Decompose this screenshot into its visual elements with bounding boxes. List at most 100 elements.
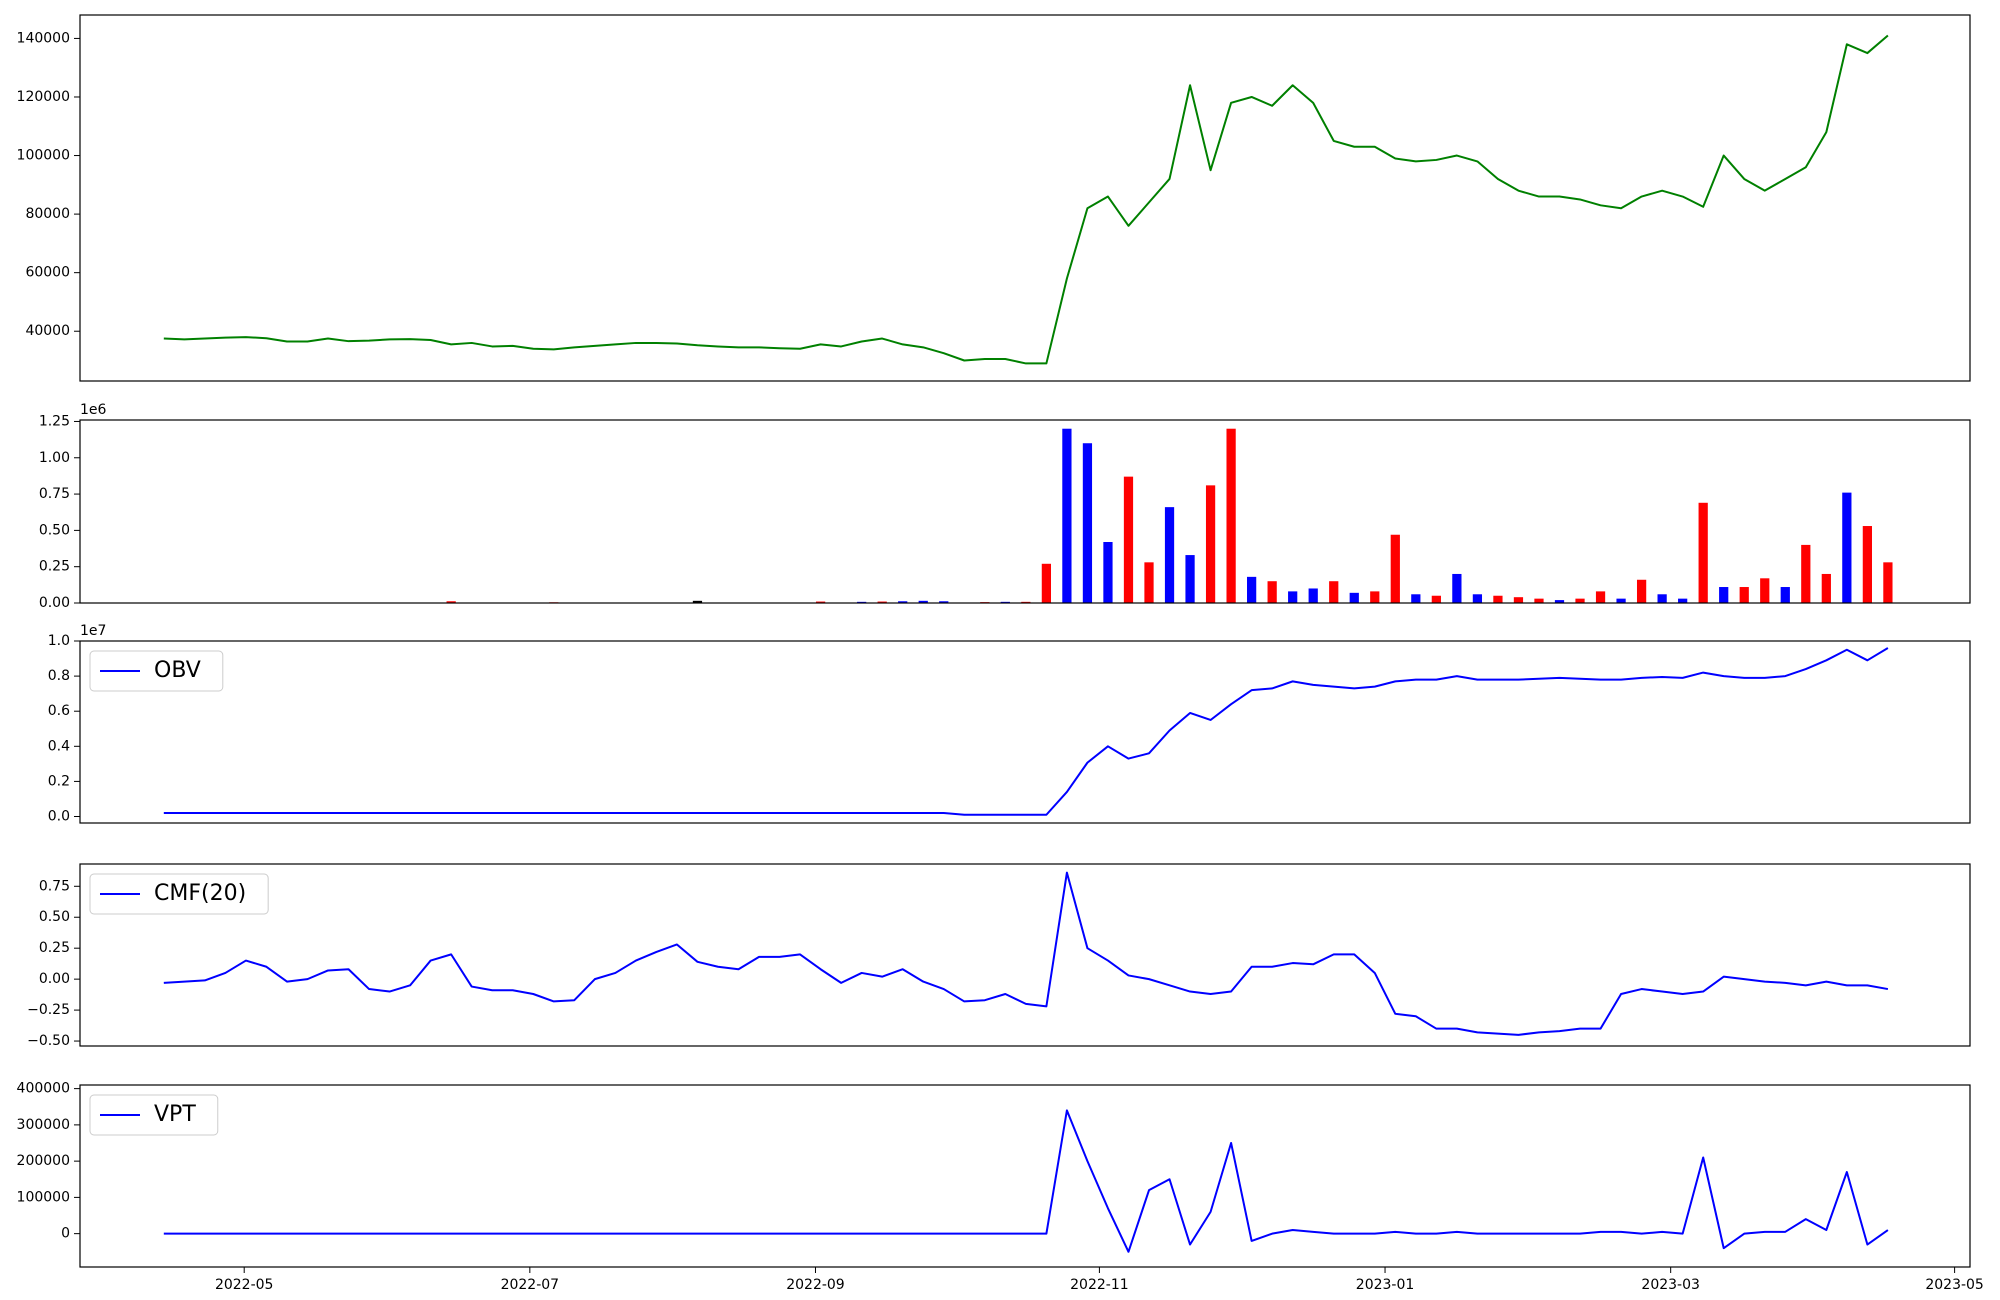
- volume-bar: [1493, 595, 1503, 603]
- y-tick-label: 1.0: [48, 633, 70, 649]
- y-tick-label: 0.75: [39, 878, 70, 894]
- volume-bar: [1205, 485, 1216, 603]
- y-tick-label: 0.00: [39, 595, 70, 611]
- y-tick-label: −0.25: [27, 1002, 70, 1018]
- volume-bar: [1329, 581, 1339, 603]
- legend-label: OBV: [154, 658, 201, 683]
- volume-bar: [1472, 594, 1483, 603]
- volume-bar: [877, 601, 887, 603]
- axes-frame: [79, 863, 1971, 1047]
- y-tick-label: 80000: [25, 206, 70, 222]
- plot-area: [446, 428, 1893, 603]
- volume-bar: [939, 601, 949, 603]
- y-tick-label: 0.4: [48, 738, 70, 754]
- y-tick-label: −0.50: [27, 1033, 70, 1049]
- volume-bar: [1801, 544, 1811, 603]
- volume-bar: [1185, 555, 1195, 603]
- legend: CMF(20): [89, 873, 269, 915]
- volume-bar: [1657, 594, 1667, 603]
- series-line: [163, 647, 1889, 816]
- legend-box: [89, 1094, 219, 1136]
- volume-bar: [1575, 598, 1585, 603]
- x-tick-label: 2022-09: [786, 1277, 845, 1293]
- volume-bar: [1862, 526, 1872, 603]
- volume-bar: [1103, 542, 1113, 603]
- series-line: [163, 1109, 1889, 1253]
- plot-area: [163, 34, 1889, 365]
- axes-frame: [79, 419, 1971, 604]
- volume-bar: [1636, 579, 1647, 603]
- y-tick-label: 300000: [17, 1117, 70, 1133]
- volume-bar: [1842, 492, 1852, 603]
- axes-frame: [79, 1084, 1971, 1268]
- volume-bar: [898, 601, 908, 603]
- volume-bar: [1226, 428, 1236, 603]
- volume-bar: [1534, 598, 1544, 603]
- volume-bar: [1616, 598, 1626, 603]
- volume-bar: [1698, 502, 1708, 603]
- volume-bar: [1739, 587, 1749, 603]
- volume-bar: [1349, 592, 1359, 603]
- volume-bar: [1883, 562, 1893, 603]
- volume-bar: [1780, 587, 1790, 603]
- axes-frame: [79, 14, 1971, 382]
- series-line: [163, 871, 1889, 1036]
- y-tick-label: 0.50: [39, 909, 70, 925]
- legend: OBV: [89, 650, 224, 692]
- plot-area: [163, 1109, 1889, 1253]
- y-tick-label: 140000: [17, 30, 70, 46]
- volume-bar: [1760, 578, 1770, 603]
- volume-bar: [1678, 598, 1688, 603]
- volume-bar: [1719, 587, 1729, 603]
- y-tick-label: 120000: [17, 89, 70, 105]
- y-tick-label: 1.00: [39, 450, 70, 466]
- volume-bar: [1370, 591, 1380, 603]
- volume-bar: [1164, 507, 1175, 603]
- y-tick-label: 1.25: [39, 413, 70, 429]
- volume-bar: [1513, 597, 1524, 603]
- volume-bar: [1390, 534, 1400, 603]
- axes-frame: [79, 640, 1971, 824]
- volume-bar: [1267, 581, 1277, 603]
- x-tick-label: 2023-05: [1925, 1277, 1984, 1293]
- x-tick-label: 2022-07: [501, 1277, 560, 1293]
- y-tick-label: 0.6: [48, 703, 70, 719]
- volume-bar: [1411, 594, 1421, 603]
- axis-offset-text: 1e7: [80, 623, 106, 639]
- y-tick-label: 0.00: [39, 971, 70, 987]
- y-tick-label: 0: [61, 1226, 70, 1242]
- volume-bar: [1062, 428, 1072, 603]
- y-tick-label: 0.2: [48, 773, 70, 789]
- legend-box: [89, 873, 269, 915]
- volume-bar: [1554, 600, 1565, 603]
- volume-bar: [1288, 591, 1298, 603]
- y-tick-label: 100000: [17, 1189, 70, 1205]
- series-line: [163, 34, 1889, 365]
- y-tick-label: 0.8: [48, 668, 70, 684]
- legend-label: CMF(20): [154, 881, 246, 906]
- volume-bar: [1247, 576, 1257, 603]
- y-tick-label: 100000: [17, 148, 70, 164]
- volume-bar: [1082, 443, 1093, 603]
- volume-bar: [1821, 573, 1831, 603]
- volume-bar: [1123, 476, 1134, 603]
- x-tick-label: 2022-05: [215, 1277, 274, 1293]
- plot-area: [163, 871, 1889, 1036]
- y-tick-label: 40000: [25, 323, 70, 339]
- volume-bar: [1431, 595, 1441, 603]
- plot-area: [163, 647, 1889, 816]
- axis-offset-text: 1e6: [80, 402, 107, 418]
- y-tick-label: 60000: [25, 265, 70, 281]
- y-tick-label: 0.25: [39, 559, 70, 575]
- x-tick-label: 2022-11: [1070, 1277, 1129, 1293]
- volume-bar: [1144, 562, 1154, 603]
- volume-bar: [1041, 563, 1051, 603]
- volume-bar: [815, 601, 826, 603]
- y-tick-label: 0.25: [39, 940, 70, 956]
- volume-bar: [918, 600, 928, 603]
- volume-bar: [446, 601, 456, 603]
- x-tick-label: 2023-03: [1641, 1277, 1700, 1293]
- volume-bar: [1452, 573, 1462, 603]
- y-tick-label: 400000: [17, 1081, 70, 1097]
